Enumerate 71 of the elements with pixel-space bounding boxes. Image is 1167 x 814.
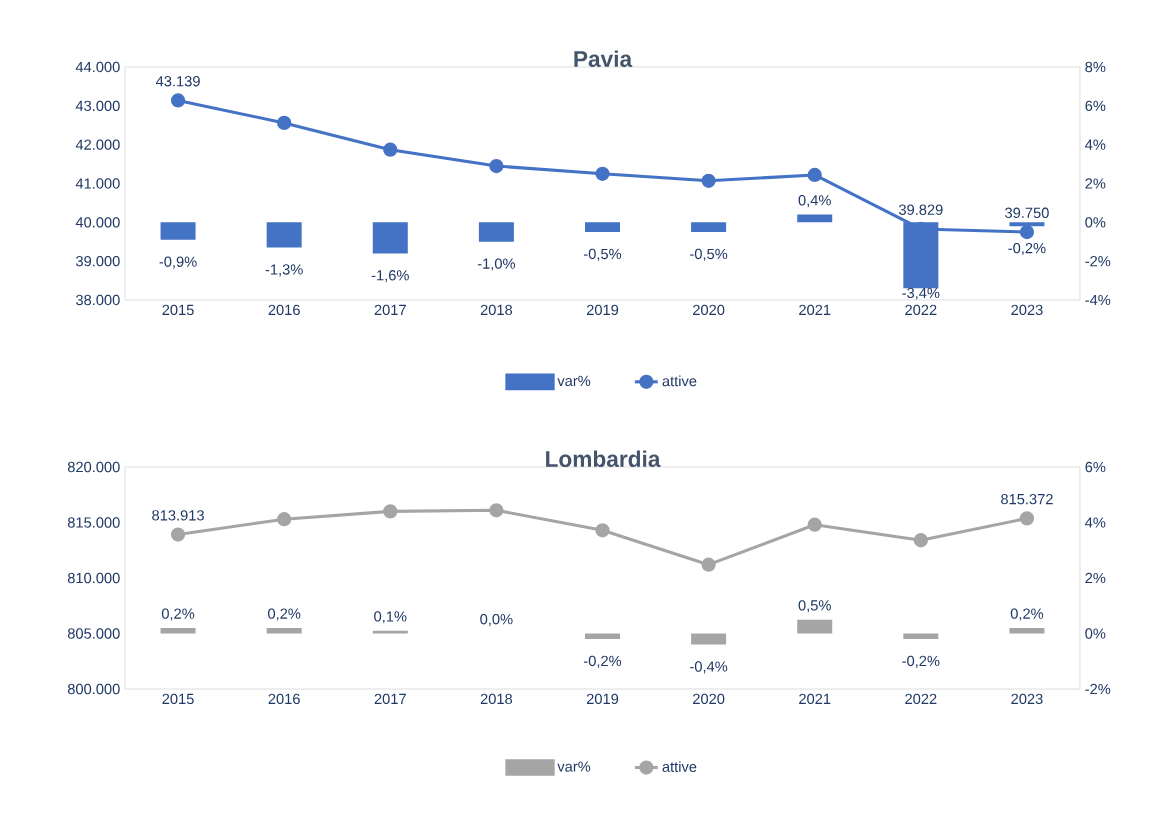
legend-label: var%: [557, 761, 591, 772]
x-tick-label: 2016: [268, 693, 300, 705]
x-tick-label: 2015: [162, 693, 194, 705]
data-label: -0,2%: [902, 655, 940, 668]
data-label: 815.372: [1001, 493, 1053, 505]
y2-tick-label: 4%: [1085, 139, 1106, 150]
x-tick-label: 2015: [162, 304, 194, 316]
y2-tick-label: 0%: [1085, 217, 1106, 228]
y-tick-label: 41.000: [75, 178, 120, 189]
data-label: 813.913: [152, 510, 204, 521]
x-tick-label: 2018: [480, 304, 513, 316]
data-label: -0,2%: [1008, 242, 1046, 256]
data-label: -0,5%: [583, 248, 622, 261]
y-tick-label: 39.000: [76, 255, 120, 267]
y-tick-label: 40.000: [75, 217, 120, 228]
x-tick-label: 2019: [586, 693, 619, 705]
x-tick-label: 2021: [799, 304, 831, 316]
y-tick-label: 810.000: [67, 572, 120, 584]
chart-title: Pavia: [574, 50, 633, 68]
data-label: 0,0%: [480, 614, 513, 627]
data-label: 0,4%: [798, 195, 831, 208]
y2-tick-label: 0%: [1085, 628, 1106, 639]
y2-tick-label: 4%: [1085, 517, 1106, 528]
data-label: 39.829: [898, 204, 943, 215]
data-label: -0,2%: [583, 655, 622, 668]
y2-tick-label: -2%: [1085, 683, 1111, 695]
data-label: -3,4%: [902, 287, 940, 300]
y-tick-label: 820.000: [67, 461, 120, 473]
data-label: 43.139: [155, 76, 200, 87]
x-tick-label: 2016: [268, 304, 300, 316]
y-tick-label: 38.000: [76, 294, 120, 306]
x-tick-label: 2018: [480, 693, 513, 705]
data-label: 0,2%: [161, 608, 195, 621]
data-label: 0,5%: [798, 600, 831, 613]
y-tick-label: 815.000: [67, 517, 120, 528]
data-label: -1,6%: [371, 270, 409, 283]
y-tick-label: 42.000: [75, 139, 120, 150]
x-tick-label: 2019: [586, 304, 619, 316]
data-label: 39.750: [1005, 207, 1049, 218]
y2-tick-label: 6%: [1085, 100, 1106, 112]
x-tick-label: 2020: [693, 304, 725, 316]
x-tick-label: 2017: [374, 693, 406, 705]
data-label: -0,5%: [690, 248, 728, 261]
y-tick-label: 44.000: [75, 61, 120, 73]
x-tick-label: 2021: [799, 693, 831, 705]
data-label: -1,0%: [477, 258, 516, 271]
y-tick-label: 800.000: [67, 683, 120, 695]
x-tick-label: 2017: [374, 304, 406, 316]
y2-tick-label: -2%: [1085, 256, 1111, 267]
data-label: -0,9%: [159, 256, 197, 269]
x-tick-label: 2022: [905, 693, 937, 705]
x-tick-label: 2023: [1011, 693, 1043, 705]
data-label: -0,4%: [690, 661, 728, 674]
data-label: 0,1%: [374, 611, 407, 624]
chart-title: Lombardia: [546, 450, 661, 468]
y2-tick-label: 2%: [1085, 572, 1106, 584]
data-label: -1,3%: [265, 264, 303, 277]
y-tick-label: 43.000: [75, 100, 120, 112]
legend-label: attive: [662, 761, 697, 772]
y-tick-label: 805.000: [67, 628, 120, 639]
data-label: 0,2%: [1010, 608, 1044, 621]
x-tick-label: 2022: [905, 304, 937, 316]
y2-tick-label: 2%: [1085, 178, 1106, 189]
legend-label: var%: [557, 375, 591, 387]
y2-tick-label: 8%: [1085, 61, 1106, 73]
y2-tick-label: -4%: [1085, 294, 1111, 306]
data-label: 0,2%: [268, 608, 301, 621]
y2-tick-label: 6%: [1085, 461, 1106, 473]
legend-label: attive: [662, 375, 697, 387]
x-tick-label: 2023: [1011, 304, 1043, 316]
x-tick-label: 2020: [693, 693, 725, 705]
